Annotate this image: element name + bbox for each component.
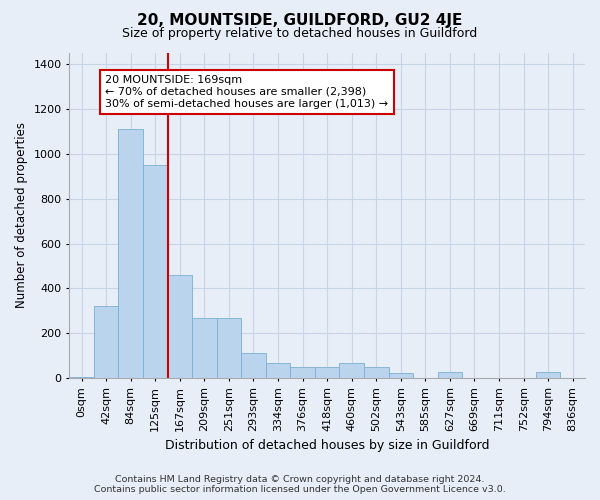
Bar [192, 318, 217, 378]
Bar [217, 318, 241, 378]
Bar [315, 367, 340, 378]
Bar [437, 372, 462, 378]
Bar [167, 275, 192, 378]
Bar [94, 306, 118, 378]
Bar [241, 352, 266, 378]
Bar [536, 372, 560, 378]
X-axis label: Distribution of detached houses by size in Guildford: Distribution of detached houses by size … [165, 440, 490, 452]
Text: Size of property relative to detached houses in Guildford: Size of property relative to detached ho… [122, 28, 478, 40]
Bar [118, 129, 143, 378]
Bar [364, 367, 389, 378]
Bar [143, 165, 167, 378]
Text: 20, MOUNTSIDE, GUILDFORD, GU2 4JE: 20, MOUNTSIDE, GUILDFORD, GU2 4JE [137, 12, 463, 28]
Text: 20 MOUNTSIDE: 169sqm
← 70% of detached houses are smaller (2,398)
30% of semi-de: 20 MOUNTSIDE: 169sqm ← 70% of detached h… [106, 76, 389, 108]
Bar [340, 362, 364, 378]
Bar [389, 373, 413, 378]
Text: Contains HM Land Registry data © Crown copyright and database right 2024.
Contai: Contains HM Land Registry data © Crown c… [94, 474, 506, 494]
Bar [290, 367, 315, 378]
Y-axis label: Number of detached properties: Number of detached properties [15, 122, 28, 308]
Bar [266, 362, 290, 378]
